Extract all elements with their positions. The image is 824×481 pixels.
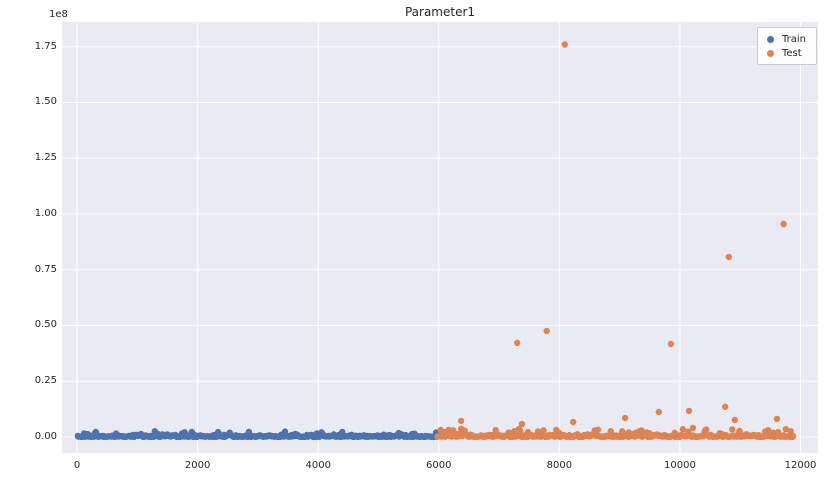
scatter-point-test: [450, 427, 457, 434]
series-train: [74, 428, 443, 441]
legend-item-train: Train: [758, 32, 816, 46]
x-tick-label: 4000: [305, 460, 331, 471]
y-tick-label: 0.25: [34, 375, 57, 387]
scatter-point-test: [725, 253, 732, 261]
y-axis-offset-label: 1e8: [49, 9, 68, 20]
train-swatch-icon: [767, 35, 774, 43]
scatter-point-test: [621, 414, 629, 422]
y-tick-label: 1.50: [34, 96, 57, 108]
chart-title: Parameter1: [404, 5, 476, 19]
legend-label-train: Train: [782, 33, 806, 45]
scatter-point-test: [789, 432, 797, 440]
series-layer: [74, 41, 797, 441]
x-tick-label: 10000: [664, 460, 696, 471]
scatter-point-test: [736, 427, 743, 435]
gridlines: [62, 22, 818, 453]
scatter-point-test: [561, 41, 568, 48]
scatter-point-train: [245, 428, 253, 436]
x-tick-label: 0: [73, 460, 81, 471]
legend-item-test: Test: [758, 46, 816, 60]
scatter-point-test: [729, 426, 736, 433]
legend: Train Test: [757, 27, 817, 65]
scatter-point-test: [703, 426, 710, 433]
y-tick-label: 0.75: [34, 263, 57, 275]
scatter-point-test: [667, 340, 675, 348]
scatter-point-test: [457, 417, 465, 425]
scatter-point-test: [679, 426, 687, 433]
x-tick-label: 2000: [184, 460, 211, 471]
x-tick-label: 12000: [784, 460, 817, 471]
scatter-point-test: [638, 427, 645, 434]
scatter-point-test: [518, 420, 526, 428]
test-swatch-icon: [767, 49, 774, 57]
scatter-point-test: [540, 427, 547, 434]
plot-area: [62, 22, 818, 453]
scatter-point-test: [787, 428, 794, 435]
scatter-point-test: [722, 403, 729, 410]
scatter-point-test: [655, 408, 662, 416]
scatter-point-test: [594, 426, 602, 433]
scatter-point-test: [782, 426, 789, 433]
x-tick-label: 6000: [426, 460, 452, 471]
scatter-point-test: [517, 427, 524, 435]
y-tick-label: 1.00: [34, 207, 57, 219]
scatter-point-test: [570, 418, 577, 426]
y-tick-label: 0.00: [34, 430, 57, 442]
y-tick-label: 1.25: [34, 152, 57, 164]
x-tick-label: 8000: [546, 460, 573, 471]
scatter-point-test: [514, 339, 521, 347]
scatter-point-test: [543, 327, 550, 335]
scatter-point-test: [685, 407, 693, 415]
scatter-point-test: [457, 425, 465, 433]
y-tick-label: 0.50: [34, 319, 57, 331]
scatter-point-test: [780, 220, 787, 228]
legend-label-test: Test: [782, 47, 802, 59]
series-test: [434, 41, 797, 441]
scatter-plot: [62, 22, 818, 453]
scatter-point-test: [773, 415, 781, 423]
scatter-point-test: [689, 424, 697, 432]
scatter-point-test: [731, 416, 738, 424]
y-tick-label: 1.75: [34, 40, 57, 52]
